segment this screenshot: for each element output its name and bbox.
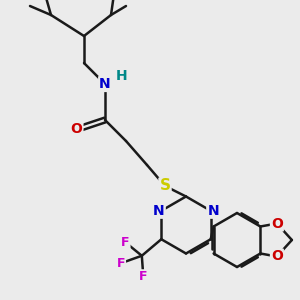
- Text: S: S: [160, 178, 170, 194]
- Text: O: O: [271, 217, 283, 230]
- Text: F: F: [121, 236, 130, 249]
- Text: O: O: [271, 250, 283, 263]
- Text: H: H: [116, 70, 127, 83]
- Text: N: N: [153, 204, 165, 218]
- Text: N: N: [207, 204, 219, 218]
- Text: O: O: [70, 122, 83, 136]
- Text: F: F: [139, 270, 148, 283]
- Text: N: N: [99, 77, 111, 91]
- Text: F: F: [117, 257, 125, 270]
